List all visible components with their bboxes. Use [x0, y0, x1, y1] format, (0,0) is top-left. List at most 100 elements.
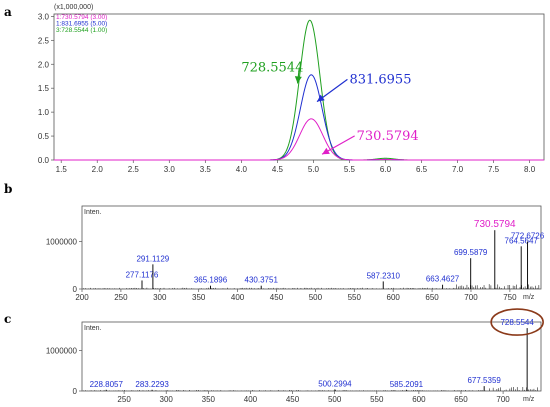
series-line	[54, 74, 544, 161]
chromatogram-traces	[54, 19, 544, 161]
annotation-arrow-head	[317, 94, 325, 102]
x-tick-label: 7.0	[452, 165, 464, 174]
panel-label-a: a	[4, 5, 12, 19]
y-label-c: Inten.	[84, 325, 102, 332]
x-tick-label: 550	[348, 293, 362, 302]
peak-label: 291.1129	[136, 254, 169, 263]
y-tick-label: 1.0	[38, 108, 50, 117]
x-tick-label: 3.5	[200, 165, 212, 174]
mass-spectrum-c: Inten. m/z 250 300 350 400 450 500 550 600 650 70…	[46, 308, 544, 404]
panel-label-b: b	[4, 182, 12, 196]
x-tick-label: 1.5	[56, 165, 68, 174]
spectrum-peaks-b: 277.1176 291.1129 365.1896 430.3751 587.2310…	[83, 219, 545, 289]
y-tick-label: 1000000	[46, 346, 78, 355]
peak-label: 585.2091	[390, 380, 424, 389]
panel-label-c: c	[4, 312, 11, 326]
y-tick-label: 1000000	[46, 238, 78, 247]
peak-annotations-a: 728.5544 831.6955 730.5794	[241, 60, 419, 155]
x-tick-label: 350	[202, 395, 216, 404]
peak-label: 663.4627	[426, 275, 460, 284]
x-tick-label: 3.0	[164, 165, 176, 174]
legend-entry: 1:730.5794 (3.00)	[56, 14, 107, 21]
x-tick-label: 200	[75, 293, 89, 302]
x-tick-label: 700	[496, 395, 510, 404]
x-axis-c: 250 300 350 400 450 500 550 600 650 700	[117, 391, 510, 404]
x-tick-label: 500	[309, 293, 323, 302]
x-tick-label: 650	[425, 293, 439, 302]
x-tick-label: 4.5	[272, 165, 284, 174]
peak-label: 699.5879	[454, 248, 488, 257]
y-tick-label: 2.5	[38, 36, 50, 45]
peak-label: 283.2293	[135, 380, 169, 389]
peak-label: 228.8057	[90, 380, 124, 389]
annotation-label: 831.6955	[349, 72, 411, 87]
series-line	[54, 118, 544, 161]
x-tick-label: 500	[328, 395, 342, 404]
y-tick-label: 2.0	[38, 60, 50, 69]
x-tick-label: 4.0	[236, 165, 248, 174]
x-axis-a: 1.5 2.0 2.5 3.0 3.5 4.0 4.5 5.0 5.5 6.0 6.5 7.0 7.5 8…	[56, 160, 536, 174]
chromatogram-panel: (x1,000,000) 1:730.5794 (3.00)1:831.6955…	[38, 4, 545, 174]
y-axis-b: 0 1000000	[46, 238, 82, 294]
peak-label: 430.3751	[245, 276, 279, 285]
peak-label: 730.5794	[474, 219, 516, 230]
x-tick-label: 400	[231, 293, 245, 302]
plot-frame-a	[53, 13, 545, 161]
x-tick-label: 550	[370, 395, 384, 404]
x-tick-label: 600	[387, 293, 401, 302]
y-axis-c: 0 1000000	[46, 346, 82, 396]
x-tick-label: 750	[503, 293, 517, 302]
x-tick-label: 600	[412, 395, 426, 404]
x-tick-label: 450	[286, 395, 300, 404]
x-tick-label: 6.0	[380, 165, 392, 174]
y-tick-label: 0	[73, 387, 78, 396]
y-tick-label: 0	[73, 285, 78, 294]
y-label-b: Inten.	[84, 209, 102, 216]
x-tick-label: 450	[270, 293, 284, 302]
series-line	[54, 19, 544, 161]
x-tick-label: 350	[192, 293, 206, 302]
x-tick-label: 2.0	[92, 165, 104, 174]
x-tick-label: 300	[160, 395, 174, 404]
plot-frame-b	[81, 205, 542, 290]
y-tick-label: 0.0	[38, 156, 50, 165]
x-tick-label: 2.5	[128, 165, 140, 174]
y-tick-label: 3.0	[38, 12, 50, 21]
y-tick-label: 0.5	[38, 132, 50, 141]
x-tick-label: 250	[117, 395, 131, 404]
peak-label: 764.5647	[505, 236, 539, 245]
mass-spectrum-b: Inten. m/z 200 250 300 350 400 450 500 550 600 65…	[46, 205, 545, 302]
x-tick-label: 400	[244, 395, 258, 404]
x-unit-c: m/z	[523, 396, 535, 403]
spectrum-peaks-c: 228.8057 283.2293 500.2994 585.2091 677.5359…	[83, 308, 544, 391]
annotation-arrow-head	[322, 147, 330, 155]
x-tick-label: 5.0	[308, 165, 320, 174]
annotation-label: 728.5544	[241, 60, 303, 75]
peak-label: 728.5544	[500, 318, 534, 327]
y-tick-label: 1.5	[38, 84, 50, 93]
x-tick-label: 300	[153, 293, 167, 302]
x-unit-b: m/z	[523, 294, 535, 301]
peak-label: 500.2994	[318, 379, 352, 388]
peak-label: 772.6726	[511, 232, 545, 241]
scale-label: (x1,000,000)	[54, 4, 93, 11]
legend-a: 1:730.5794 (3.00)1:831.6955 (5.00)3:728.…	[56, 14, 107, 34]
legend-entry: 3:728.5544 (1.00)	[56, 27, 107, 34]
annotation-label: 730.5794	[357, 129, 419, 144]
peak-label: 587.2310	[367, 271, 401, 280]
x-tick-label: 6.5	[416, 165, 428, 174]
x-tick-label: 5.5	[344, 165, 356, 174]
x-tick-label: 700	[464, 293, 478, 302]
annotation-arrow-head	[294, 76, 302, 84]
y-axis-a: 0.0 0.5 1.0 1.5 2.0 2.5 3.0	[38, 12, 54, 165]
x-tick-label: 8.0	[524, 165, 536, 174]
legend-entry: 1:831.6955 (5.00)	[56, 21, 107, 28]
x-tick-label: 250	[114, 293, 128, 302]
peak-label: 277.1176	[126, 270, 159, 279]
peak-label: 365.1896	[194, 276, 228, 285]
highlight-circle	[490, 308, 544, 336]
x-tick-label: 650	[454, 395, 468, 404]
peak-label: 677.5359	[467, 376, 501, 385]
x-axis-b: 200 250 300 350 400 450 500 550 600 650 700 750	[75, 289, 517, 302]
